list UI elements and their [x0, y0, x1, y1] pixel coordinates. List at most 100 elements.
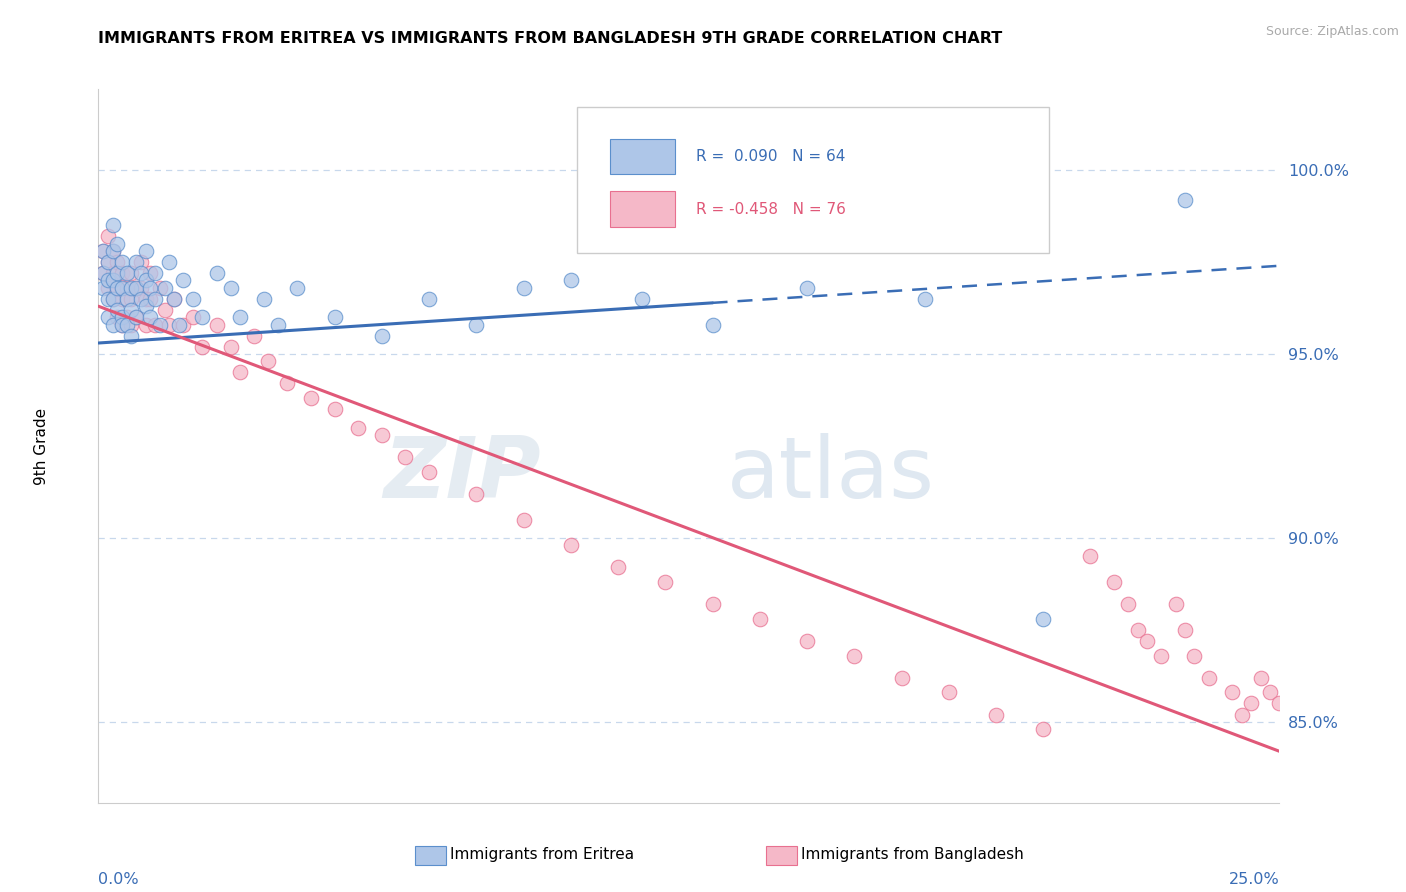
Point	[229, 310, 252, 325]
Point	[135, 273, 157, 287]
Point	[1032, 612, 1054, 626]
Point	[105, 281, 128, 295]
Point	[105, 310, 128, 325]
Point	[1220, 685, 1243, 699]
Point	[418, 465, 440, 479]
Point	[153, 281, 176, 295]
Point	[91, 266, 114, 280]
Point	[139, 266, 162, 280]
Point	[111, 281, 134, 295]
Text: IMMIGRANTS FROM ERITREA VS IMMIGRANTS FROM BANGLADESH 9TH GRADE CORRELATION CHAR: IMMIGRANTS FROM ERITREA VS IMMIGRANTS FR…	[98, 31, 1002, 46]
Point	[323, 402, 346, 417]
Point	[143, 292, 166, 306]
Point	[135, 292, 157, 306]
Point	[163, 292, 186, 306]
Point	[1136, 634, 1159, 648]
Point	[1080, 549, 1102, 564]
Point	[129, 292, 152, 306]
Point	[91, 266, 114, 280]
Point	[181, 292, 204, 306]
Point	[702, 318, 724, 332]
Point	[1240, 697, 1263, 711]
Point	[1164, 597, 1187, 611]
Point	[121, 266, 143, 280]
Point	[205, 318, 228, 332]
Point	[219, 340, 242, 354]
Point	[101, 318, 124, 332]
Point	[91, 244, 114, 258]
Point	[125, 281, 148, 295]
Point	[121, 302, 143, 317]
Point	[560, 538, 582, 552]
Point	[844, 648, 866, 663]
Point	[153, 302, 176, 317]
Point	[1150, 648, 1173, 663]
Point	[560, 273, 582, 287]
Point	[97, 292, 120, 306]
Point	[465, 318, 488, 332]
Bar	[610, 138, 675, 174]
Point	[101, 244, 124, 258]
Text: R =  0.090   N = 64: R = 0.090 N = 64	[696, 149, 845, 164]
Point	[105, 236, 128, 251]
Point	[465, 487, 488, 501]
Point	[394, 450, 416, 464]
Point	[111, 310, 134, 325]
Point	[105, 266, 128, 280]
Point	[97, 255, 120, 269]
Point	[121, 281, 143, 295]
Point	[1126, 623, 1149, 637]
Point	[97, 229, 120, 244]
Point	[97, 273, 120, 287]
Point	[938, 685, 960, 699]
Text: 25.0%: 25.0%	[1229, 871, 1279, 887]
Point	[129, 255, 152, 269]
Point	[111, 318, 134, 332]
Point	[1250, 671, 1272, 685]
Point	[299, 391, 322, 405]
Point	[139, 281, 162, 295]
Point	[115, 292, 138, 306]
Point	[984, 707, 1007, 722]
Point	[125, 310, 148, 325]
Point	[323, 310, 346, 325]
Point	[253, 292, 276, 306]
Point	[371, 328, 394, 343]
FancyBboxPatch shape	[576, 107, 1049, 253]
Point	[172, 273, 194, 287]
Point	[143, 266, 166, 280]
Text: ZIP: ZIP	[384, 433, 541, 516]
Point	[1198, 671, 1220, 685]
Point	[101, 292, 124, 306]
Point	[219, 281, 242, 295]
Point	[267, 318, 290, 332]
Point	[1174, 193, 1197, 207]
Point	[167, 318, 190, 332]
Point	[121, 328, 143, 343]
Point	[121, 318, 143, 332]
Point	[1102, 575, 1125, 590]
Point	[157, 255, 180, 269]
Point	[512, 281, 534, 295]
Point	[143, 318, 166, 332]
Point	[163, 292, 186, 306]
Point	[111, 266, 134, 280]
Point	[1184, 648, 1206, 663]
Point	[115, 310, 138, 325]
Point	[105, 255, 128, 269]
Point	[285, 281, 308, 295]
Point	[139, 292, 162, 306]
Point	[135, 299, 157, 313]
Point	[1258, 685, 1281, 699]
Point	[1032, 723, 1054, 737]
Text: 9th Grade: 9th Grade	[34, 408, 49, 484]
Text: Immigrants from Bangladesh: Immigrants from Bangladesh	[801, 847, 1024, 862]
Point	[91, 244, 114, 258]
Point	[1116, 597, 1139, 611]
Point	[149, 318, 172, 332]
Point	[97, 310, 120, 325]
Point	[191, 310, 214, 325]
Point	[115, 281, 138, 295]
Point	[191, 340, 214, 354]
Point	[125, 310, 148, 325]
